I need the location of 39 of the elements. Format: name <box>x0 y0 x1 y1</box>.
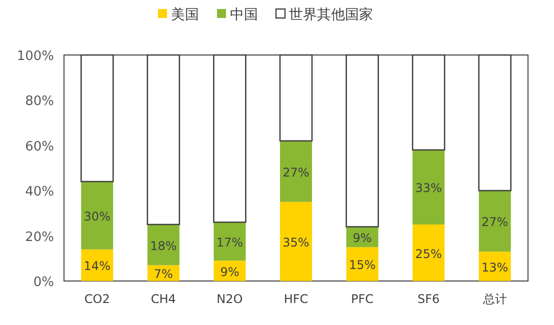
legend-label: 中国 <box>230 7 258 23</box>
data-label: 27% <box>282 165 310 180</box>
data-label: 14% <box>84 259 110 274</box>
y-tick-label: 0% <box>33 275 54 290</box>
data-label: 25% <box>415 246 442 261</box>
y-tick-label: 80% <box>25 94 54 110</box>
bar <box>147 224 180 266</box>
y-tick-label: 40% <box>25 184 54 200</box>
legend-label: 美国 <box>171 7 199 23</box>
x-tick-label: HFC <box>284 292 308 306</box>
bar <box>280 202 312 281</box>
data-label: 15% <box>348 258 376 272</box>
bar <box>280 140 312 202</box>
y-tick-label: 60% <box>25 139 54 154</box>
data-label: 30% <box>84 209 110 224</box>
data-label: 27% <box>482 215 508 230</box>
data-label: 9% <box>220 264 240 279</box>
y-tick-label: 100% <box>16 49 54 64</box>
data-label: 17% <box>216 235 244 250</box>
data-label: 9% <box>352 230 372 245</box>
bar <box>412 224 445 281</box>
x-tick-label: 总计 <box>482 292 507 306</box>
bar <box>412 150 445 224</box>
bar <box>81 182 114 250</box>
data-label: 18% <box>150 238 177 253</box>
x-tick-label: CO2 <box>84 292 110 306</box>
legend-label: 世界其他国家 <box>289 7 373 23</box>
x-tick-label: N2O <box>216 292 243 306</box>
bar <box>478 190 511 252</box>
x-tick-label: SF6 <box>417 292 440 306</box>
data-label: 7% <box>154 267 173 282</box>
data-label: 35% <box>282 235 310 250</box>
bar <box>214 222 246 261</box>
data-label: 13% <box>482 260 508 274</box>
x-tick-label: PFC <box>351 292 374 306</box>
bar <box>346 247 378 281</box>
x-tick-label: CH4 <box>150 292 176 306</box>
y-tick-label: 20% <box>25 230 54 245</box>
data-label: 33% <box>415 181 442 196</box>
